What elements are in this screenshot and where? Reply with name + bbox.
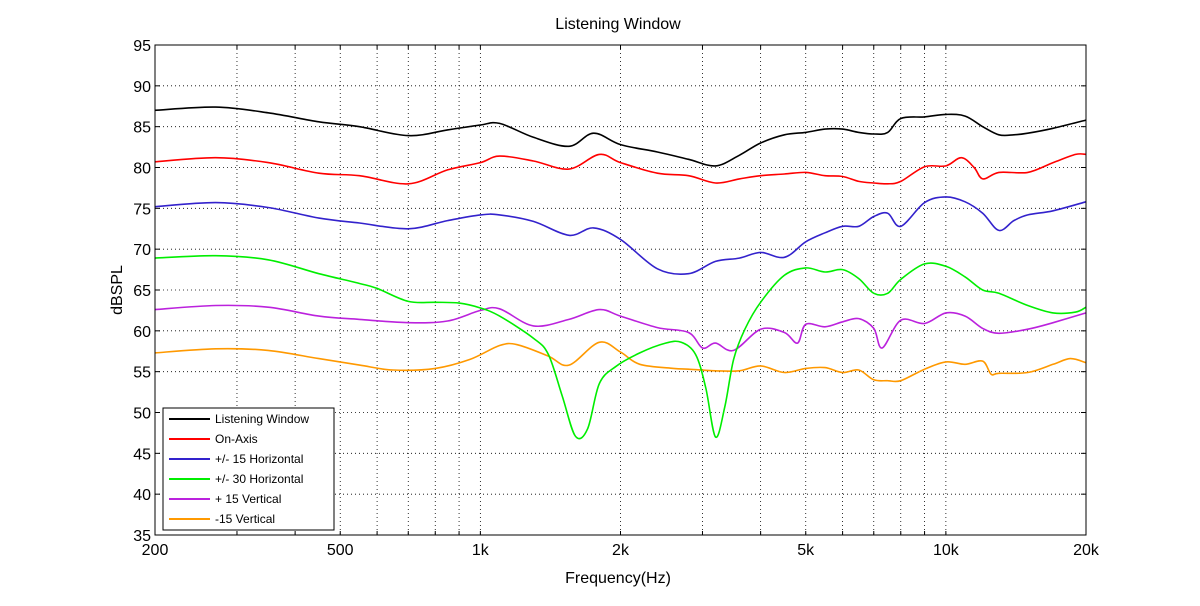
y-tick-label: 50: [133, 406, 151, 423]
chart-title: Listening Window: [555, 16, 681, 33]
x-tick-label: 5k: [797, 542, 815, 559]
legend-box: [162, 407, 335, 531]
y-tick-label: 75: [133, 201, 151, 218]
legend-label: Listening Window: [215, 412, 309, 426]
x-tick-label: 200: [142, 542, 169, 559]
tick-labels: 35 40 45 50 55 60 65 70 75 80 85 90 95 200 500 1k 2k 5k 10…: [133, 38, 1100, 559]
legend-label: -15 Vertical: [215, 512, 275, 526]
legend-label: +/- 15 Horizontal: [215, 452, 303, 466]
y-tick-label: 45: [133, 446, 151, 463]
y-tick-label: 55: [133, 365, 151, 382]
y-tick-label: 85: [133, 120, 151, 137]
x-tick-label: 1k: [472, 542, 490, 559]
series-line-15-vertical: [154, 304, 1087, 352]
axis-ticks: [154, 44, 1087, 536]
series-line-on-axis: [154, 153, 1087, 185]
y-axis-label: dBSPL: [109, 265, 126, 315]
y-tick-label: 60: [133, 324, 151, 341]
x-tick-label: 20k: [1073, 542, 1100, 559]
x-tick-label: 2k: [612, 542, 630, 559]
y-tick-label: 90: [133, 79, 151, 96]
series-line-listening-window: [154, 106, 1087, 167]
grid: [155, 45, 1086, 535]
series-group: [154, 106, 1087, 440]
legend-label: +/- 30 Horizontal: [215, 472, 303, 486]
x-tick-label: 500: [327, 542, 354, 559]
y-tick-label: 95: [133, 38, 151, 55]
series-line-15-vertical: [154, 341, 1087, 383]
y-tick-label: 40: [133, 487, 151, 504]
series-line-30-horizontal: [154, 254, 1087, 440]
legend-label: + 15 Vertical: [215, 492, 281, 506]
y-tick-label: 80: [133, 161, 151, 178]
y-tick-label: 65: [133, 283, 151, 300]
x-axis-label: Frequency(Hz): [565, 570, 671, 587]
series-line-15-horizontal: [154, 196, 1087, 276]
x-tick-label: 10k: [933, 542, 960, 559]
legend-label: On-Axis: [215, 432, 258, 446]
y-tick-label: 70: [133, 242, 151, 259]
y-tick-label: 35: [133, 528, 151, 545]
legend: Listening Window On-Axis +/- 15 Horizontal…: [162, 407, 335, 531]
